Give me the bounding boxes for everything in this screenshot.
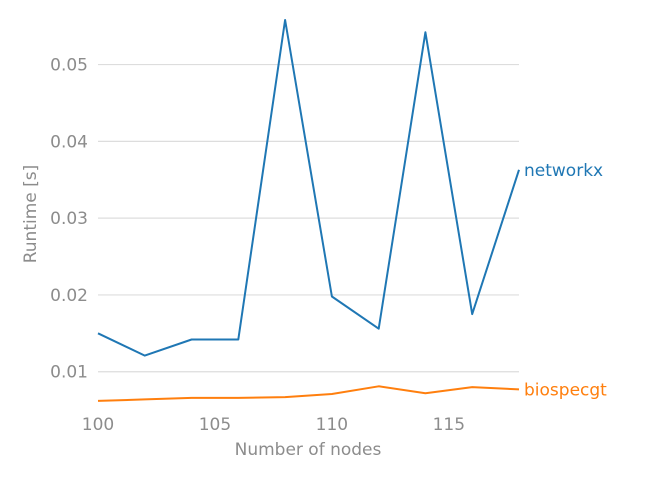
series-line-biospecgt [97,385,520,402]
x-tick-label: 105 [199,415,231,435]
series-line-networkx [97,19,520,357]
y-tick-label: 0.02 [50,286,88,306]
y-tick-label: 0.03 [50,209,88,229]
y-tick-label: 0.01 [50,363,88,383]
y-tick-label: 0.04 [50,132,88,152]
series-label-biospecgt: biospecgt [524,380,607,400]
series-labels: networkx biospecgt [524,161,607,401]
y-axis-ticks: 0.01 0.02 0.03 0.04 0.05 [50,56,88,383]
x-tick-label: 115 [433,415,465,435]
x-axis-title: Number of nodes [235,440,382,460]
y-tick-label: 0.05 [50,56,88,76]
gridlines [98,63,519,373]
series-lines [97,19,520,402]
x-tick-label: 110 [316,415,348,435]
x-axis-ticks: 100 105 110 115 [82,415,465,435]
series-label-networkx: networkx [524,161,603,181]
y-axis-title: Runtime [s] [21,165,41,264]
x-tick-label: 100 [82,415,114,435]
